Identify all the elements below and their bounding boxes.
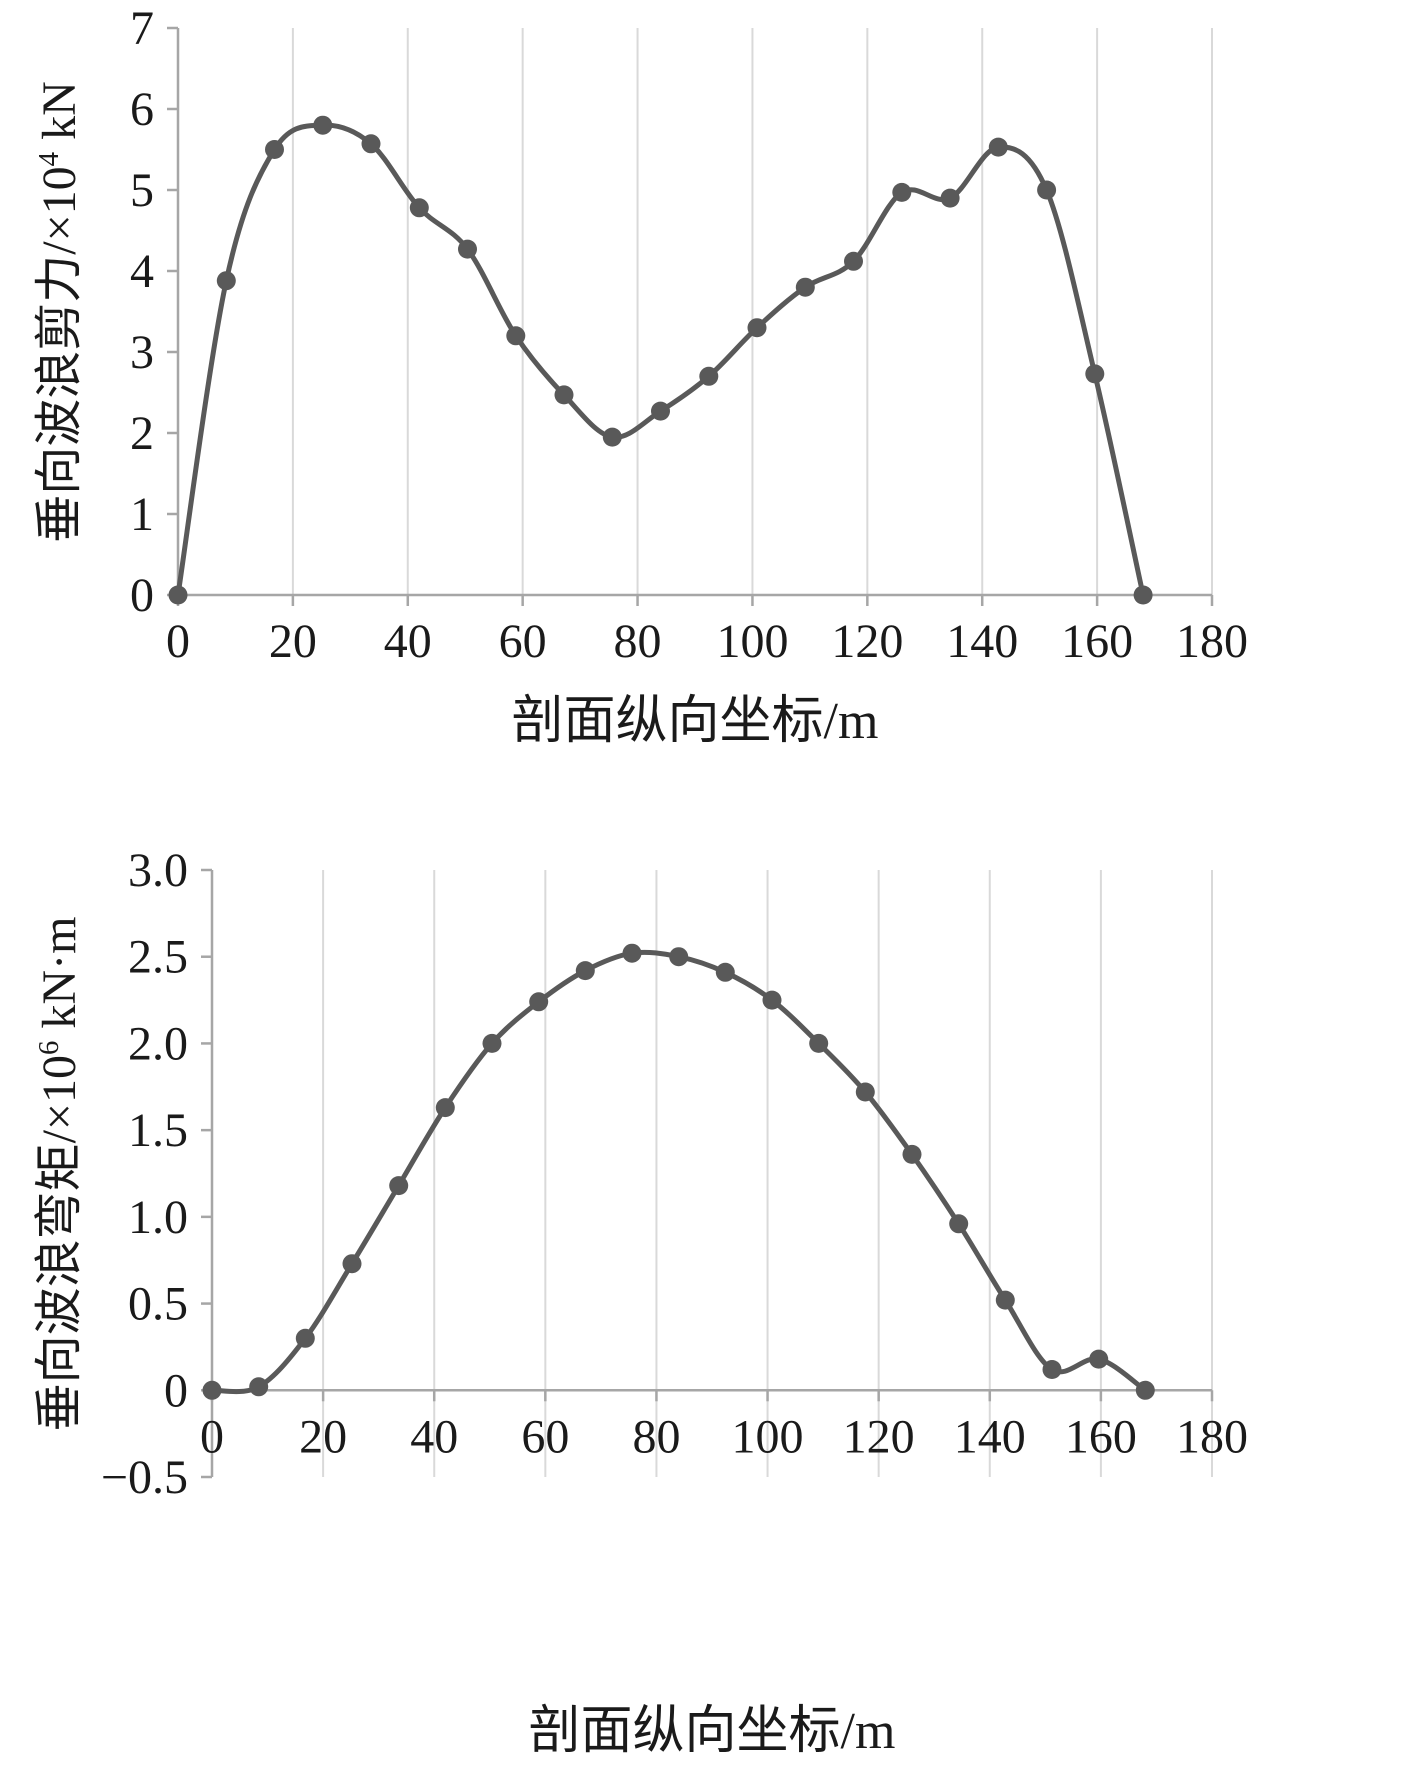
- data-point-100.8: [747, 318, 767, 338]
- y-tick-label: 4: [130, 245, 154, 298]
- y-tick-label: 2.0: [128, 1017, 188, 1070]
- data-point-25.2: [313, 115, 333, 135]
- x-tick-label: 120: [831, 615, 903, 668]
- data-point-42: [435, 1098, 455, 1118]
- y-tick-label: 0: [164, 1364, 188, 1417]
- data-point-8.4: [249, 1377, 269, 1397]
- x-tick-label: 160: [1065, 1410, 1137, 1463]
- x-tick-label: 0: [166, 615, 190, 668]
- x-tick-label: 180: [1176, 1410, 1248, 1463]
- y-tick-label: −0.5: [101, 1451, 188, 1504]
- shear-force-chart: 0 1 2 3 4 5 6 7 0 20 40 60 80 100 120 140 160 180 垂向波浪剪力/…: [0, 0, 1417, 810]
- y-tick-label: 2: [130, 407, 154, 460]
- data-point-100.8: [762, 990, 782, 1010]
- data-point-58.8: [529, 992, 549, 1012]
- data-point-117.6: [855, 1082, 875, 1102]
- x-tick-label: 20: [269, 615, 317, 668]
- x-tick-label: 80: [614, 615, 662, 668]
- shear-x-axis-title: 剖面纵向坐标/m: [511, 693, 879, 750]
- x-tick-label: 120: [843, 1410, 915, 1463]
- x-tick-label: 100: [716, 615, 788, 668]
- data-point-50.4: [482, 1033, 502, 1053]
- data-point-84: [651, 401, 670, 421]
- x-tick-label: 20: [299, 1410, 347, 1463]
- data-point-151.2: [1042, 1360, 1062, 1379]
- data-point-159.6: [1089, 1349, 1109, 1369]
- data-point-159.6: [1085, 364, 1105, 384]
- x-tick-label: 60: [499, 615, 547, 668]
- x-tick-label: 180: [1176, 615, 1248, 668]
- y-tick-label: 2.5: [128, 931, 188, 984]
- x-tick-label: 0: [200, 1410, 224, 1463]
- data-point-134.4: [949, 1214, 969, 1234]
- moment-y-axis-unit: kN·m: [33, 916, 86, 1041]
- x-tick-label: 40: [384, 615, 432, 668]
- data-point-151.2: [1037, 180, 1057, 200]
- data-point-50.4: [458, 239, 477, 259]
- y-tick-label: 1: [130, 488, 154, 541]
- moment-y-axis-title: 垂向波浪弯矩/×106 kN·m: [19, 917, 89, 1432]
- data-point-117.6: [844, 251, 863, 271]
- y-tick-label: 3: [130, 326, 154, 379]
- data-point-8.4: [216, 271, 236, 291]
- data-point-42: [409, 198, 429, 218]
- y-tick-label: 6: [130, 83, 154, 136]
- x-tick-label: 160: [1061, 615, 1133, 668]
- data-point-33.6: [361, 134, 381, 154]
- x-tick-label: 140: [946, 615, 1018, 668]
- data-point-168: [1133, 585, 1153, 605]
- data-point-25.2: [342, 1254, 362, 1274]
- y-tick-label: 5: [130, 164, 154, 217]
- shear-y-axis-unit: kN: [33, 81, 86, 152]
- data-point-16.8: [295, 1328, 315, 1348]
- bending-moment-chart: −0.5 0 0.5 1.0 1.5 2.0 2.5 3.0 0 20 40 60 80 100 120 14…: [0, 810, 1417, 1781]
- data-point-142.8: [995, 1290, 1015, 1310]
- data-point-16.8: [265, 140, 284, 159]
- moment-x-axis-title: 剖面纵向坐标/m: [528, 1703, 896, 1760]
- x-tick-label: 100: [732, 1410, 804, 1463]
- data-point-33.6: [389, 1176, 409, 1196]
- series-line: [209, 949, 1148, 1395]
- y-tick-label: 7: [130, 2, 154, 55]
- data-point-126: [892, 182, 912, 202]
- shear-y-axis-exponent: 4: [33, 151, 65, 167]
- bending-moment-plot-area: −0.500.51.01.52.02.53.00 20 40 60 80 100 120 14…: [101, 844, 1248, 1504]
- data-point-84: [669, 947, 689, 967]
- data-point-67.2: [554, 385, 574, 405]
- shear-force-plot-area: 0 1 2 3 4 5 6 7 0 20 40 60 80 100 120 140 160 180: [130, 2, 1248, 668]
- y-tick-label: 0.5: [128, 1278, 188, 1331]
- shear-y-axis-title: 垂向波浪剪力/×104 kN: [19, 81, 89, 543]
- data-point-92.4: [699, 366, 719, 386]
- data-point-109.2: [809, 1033, 829, 1053]
- data-point-168: [1135, 1380, 1155, 1400]
- moment-y-axis-exponent: 6: [33, 1040, 65, 1055]
- data-point-134.4: [940, 188, 960, 208]
- data-point-0: [168, 585, 188, 605]
- shear-y-axis-title-text: 垂向波浪剪力/×10: [33, 166, 86, 543]
- y-tick-label: 3.0: [128, 844, 188, 897]
- y-tick-label: 0: [130, 569, 154, 622]
- x-tick-label: 60: [521, 1410, 569, 1463]
- data-point-75.6: [622, 943, 642, 963]
- data-point-92.4: [715, 962, 735, 982]
- series-line: [175, 122, 1146, 598]
- data-point-109.2: [795, 277, 815, 297]
- data-point-142.8: [988, 137, 1008, 157]
- data-point-126: [902, 1144, 922, 1164]
- moment-y-axis-title-text: 垂向波浪弯矩/×10: [33, 1054, 86, 1432]
- data-point-58.8: [506, 326, 526, 346]
- data-point-0: [202, 1380, 222, 1400]
- x-tick-label: 140: [954, 1410, 1026, 1463]
- data-point-75.6: [602, 427, 622, 447]
- x-tick-label: 80: [632, 1410, 680, 1463]
- y-tick-label: 1.5: [128, 1104, 188, 1157]
- y-tick-label: 1.0: [128, 1191, 188, 1244]
- x-tick-label: 40: [410, 1410, 458, 1463]
- data-point-67.2: [575, 961, 595, 981]
